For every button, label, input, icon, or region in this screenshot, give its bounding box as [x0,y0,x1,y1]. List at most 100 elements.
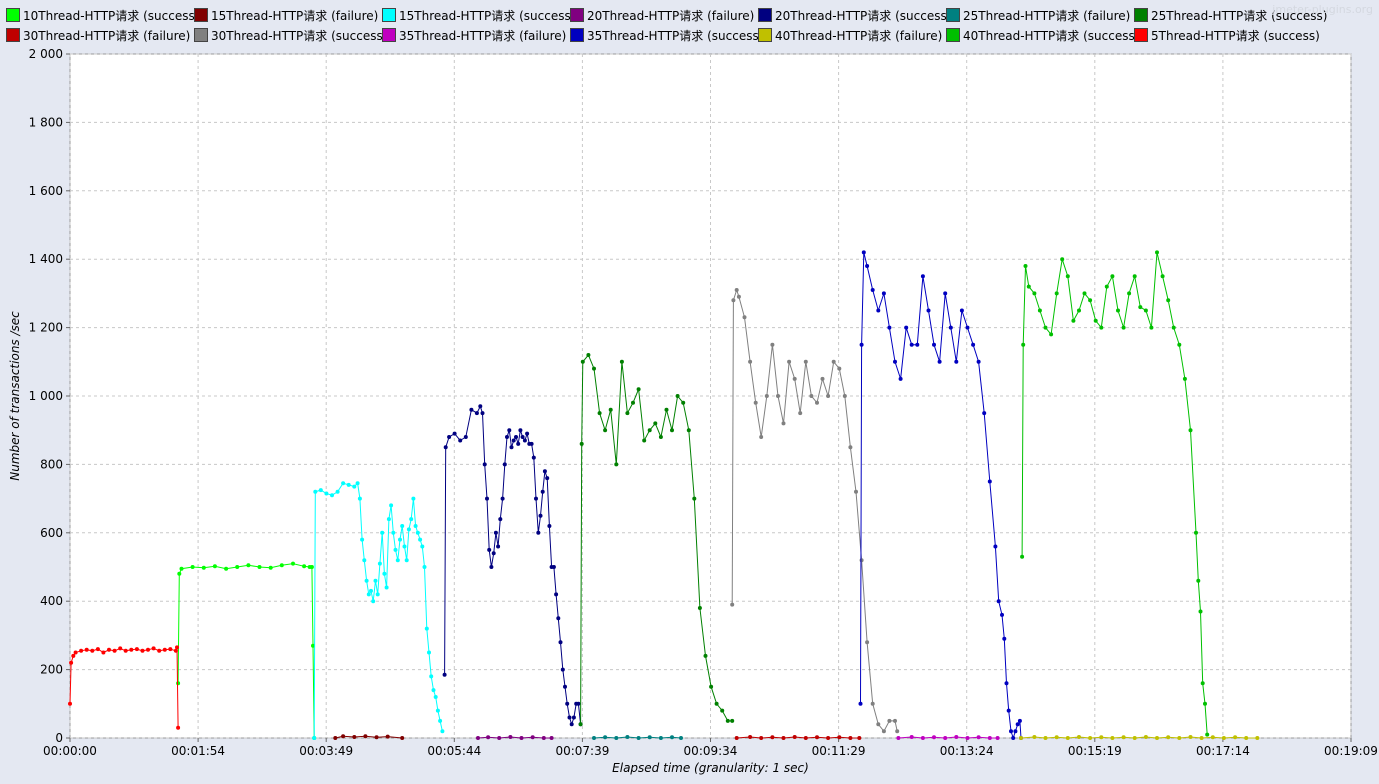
data-point [670,735,674,740]
data-point [759,435,764,439]
data-point [764,394,769,398]
legend-label: 20Thread-HTTP请求 (success) [775,9,952,23]
data-point [509,445,514,450]
data-point [525,431,530,436]
data-point [670,428,674,433]
data-point [815,400,819,405]
data-point [792,376,797,381]
data-point [175,645,179,650]
x-tick-label: 00:03:49 [299,744,353,758]
data-point [1233,735,1238,740]
series [896,735,1000,740]
legend-item: 40Thread-HTTP请求 (failure) [758,27,942,45]
x-tick-label: 00:17:14 [1196,744,1250,758]
chart-legend: 10Thread-HTTP请求 (success) 15Thread-HTTP请求… [6,7,1376,47]
data-point [190,565,195,569]
data-point [734,736,739,740]
data-point [363,734,368,739]
legend-label: 15Thread-HTTP请求 (failure) [211,9,379,23]
data-point [318,488,323,493]
legend-swatch [1134,8,1148,22]
data-point [257,565,262,569]
legend-item: 15Thread-HTTP请求 (success) [382,7,575,25]
data-point [1104,284,1109,289]
data-point [71,653,76,658]
data-point [542,469,547,474]
data-point [558,640,563,645]
x-axis-title: Elapsed time (granularity: 1 sec) [612,761,809,775]
data-point [734,288,739,292]
data-point [440,729,445,734]
data-point [330,493,334,498]
data-point [865,264,870,268]
data-point [90,648,95,653]
data-point [438,718,443,723]
data-point [177,571,182,576]
data-point [865,640,870,645]
data-point [1210,735,1215,740]
y-axis-title: Number of transactions /sec [8,311,22,481]
data-point [592,736,596,740]
data-point [496,544,501,549]
x-tick-label: 00:01:54 [171,744,225,758]
data-point [411,496,416,501]
data-point [538,513,543,518]
data-point [1006,708,1011,713]
data-point [1116,308,1120,313]
data-point [1065,274,1070,279]
data-point [311,643,315,648]
data-point [987,736,992,740]
data-point [876,308,881,313]
data-point [302,564,307,569]
data-point [1198,609,1203,614]
data-point [1088,736,1093,740]
data-point [642,438,647,443]
data-point [534,496,538,501]
data-point [1221,736,1226,740]
data-point [498,517,503,522]
data-point [565,701,570,706]
data-point [675,394,680,398]
legend-item: 5Thread-HTTP请求 (success) [1134,27,1320,45]
data-point [1032,291,1037,296]
data-point [1166,735,1171,740]
data-point [235,565,240,569]
data-point [1177,736,1182,740]
data-point [360,537,365,542]
data-point [118,646,123,651]
y-axis-ticks: 0 200 400 600 800 1 000 1 200 1 400 1 600 1 800 2 … [29,47,70,745]
data-point [730,718,735,723]
data-point [1093,318,1098,323]
legend-swatch [946,8,960,22]
data-point [1138,305,1143,310]
data-point [1071,318,1076,323]
y-tick-label: 1 600 [29,184,63,198]
legend-label: 20Thread-HTTP请求 (failure) [587,9,755,23]
data-point [402,544,407,549]
data-point [995,736,1000,740]
data-point [686,428,691,433]
data-point [69,660,74,665]
data-point [1182,376,1187,381]
data-point [619,359,624,364]
data-point [653,421,658,426]
data-point [932,735,936,740]
data-point [993,544,998,549]
data-point [1017,718,1022,723]
data-point [881,291,886,296]
data-point [603,428,608,433]
data-point [469,407,474,412]
legend-item: 35Thread-HTTP请求 (success) [570,27,763,45]
data-point [954,735,959,739]
data-point [1132,274,1137,279]
legend-swatch [6,28,20,42]
legend-item: 25Thread-HTTP请求 (failure) [946,7,1130,25]
legend-swatch [6,8,20,22]
data-point [489,565,494,569]
data-point [603,735,608,740]
data-point [567,715,572,720]
series [176,561,317,740]
data-point [389,503,394,508]
data-point [893,359,897,364]
legend-item: 20Thread-HTTP请求 (failure) [570,7,754,25]
